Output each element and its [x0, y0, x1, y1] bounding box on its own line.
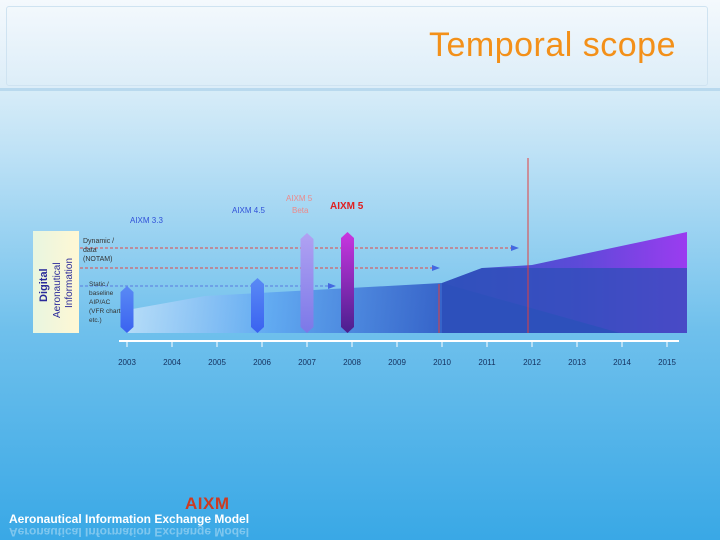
version-label: AIXM 5 — [286, 194, 313, 203]
dynamic-band-core — [442, 268, 687, 333]
version-bar-0 — [120, 286, 134, 333]
title-band — [0, 0, 720, 91]
version-bar-1 — [251, 278, 264, 333]
dynamic-guide-arrow-2 — [432, 265, 440, 271]
footer-model-name-reflection: Aeronautical Information Exchange Model — [9, 525, 250, 539]
page-title: Temporal scope — [428, 26, 676, 64]
version-bars — [120, 232, 354, 333]
year-tick-label: 2009 — [388, 358, 406, 367]
version-label: AIXM 4.5 — [232, 206, 265, 215]
year-axis: 2003 2004 2005 2006 2007 2008 2009 2010 2011 2012… — [118, 340, 679, 367]
footer-model-name: Aeronautical Information Exchange Model — [9, 512, 250, 526]
year-tick-label: 2012 — [523, 358, 541, 367]
version-bar-3 — [341, 232, 354, 333]
dynamic-guide-arrow — [511, 245, 519, 251]
side-label-box — [33, 231, 79, 333]
version-label: AIXM 5 — [330, 201, 364, 212]
static-category-label: etc.) — [89, 317, 102, 324]
static-guide-arrow — [328, 283, 336, 289]
aixm-logo: AIXM — [185, 494, 230, 513]
category-labels: Dynamic / data (NOTAM) Static / baseline AIP/… — [83, 238, 126, 324]
static-category-label: AIP/AC — [89, 299, 111, 306]
year-tick-label: 2015 — [658, 358, 676, 367]
title-band-frame — [6, 6, 708, 86]
static-band-early — [127, 283, 442, 333]
year-tick-label: 2004 — [163, 358, 181, 367]
side-label-aeronautical: Aeronautical — [52, 262, 63, 318]
static-category-label: Static / — [89, 281, 109, 288]
year-tick-label: 2010 — [433, 358, 451, 367]
side-label-digital: Digital — [38, 268, 50, 302]
static-category-label: baseline — [89, 290, 114, 297]
dynamic-category-label: data — [83, 247, 97, 254]
year-tick-label: 2007 — [298, 358, 316, 367]
year-tick-label: 2006 — [253, 358, 271, 367]
year-tick-label: 2013 — [568, 358, 586, 367]
version-beta-label: Beta — [292, 206, 309, 215]
version-bar-2 — [300, 233, 314, 333]
dynamic-category-label: Dynamic / — [83, 238, 114, 245]
guide-lines — [80, 158, 529, 333]
version-labels: AIXM 3.3 AIXM 4.5 AIXM 5 AIXM 5 Beta — [130, 194, 364, 225]
year-tick-label: 2003 — [118, 358, 136, 367]
year-tick-label: 2014 — [613, 358, 631, 367]
year-tick-label: 2008 — [343, 358, 361, 367]
year-tick-label: 2011 — [478, 358, 496, 367]
version-label: AIXM 3.3 — [130, 216, 163, 225]
static-category-label: (VFR charts, — [89, 308, 126, 315]
dynamic-category-label: (NOTAM) — [83, 256, 112, 263]
side-label-information: Information — [64, 258, 75, 308]
year-tick-label: 2005 — [208, 358, 226, 367]
dynamic-data-band — [442, 232, 687, 333]
